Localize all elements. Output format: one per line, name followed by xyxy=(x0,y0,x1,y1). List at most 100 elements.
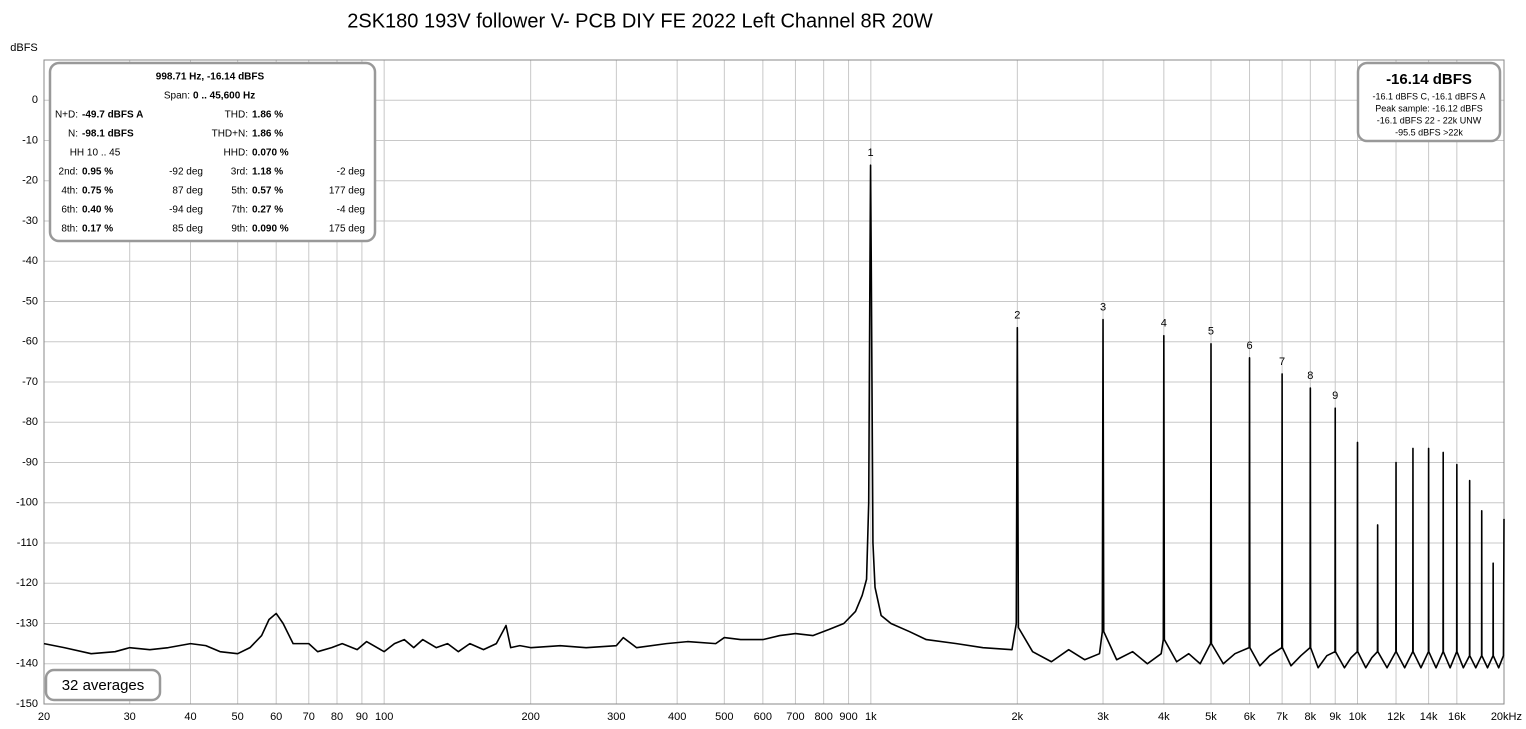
x-tick-label: 16k xyxy=(1448,711,1466,723)
metric-label: N+D: xyxy=(55,110,78,121)
peak-label: 9 xyxy=(1332,390,1338,402)
harmonic-phase: 87 deg xyxy=(172,186,203,197)
harmonic-value: 0.17 % xyxy=(82,224,113,235)
spectrum-line xyxy=(43,164,1505,669)
metric-value: -49.7 dBFS A xyxy=(82,110,143,121)
x-tick-label: 3k xyxy=(1097,711,1109,723)
x-tick-label: 400 xyxy=(668,711,686,723)
y-tick-label: 0 xyxy=(32,94,38,106)
metric-label: THD+N: xyxy=(212,129,248,140)
y-tick-label: -120 xyxy=(16,577,38,589)
harmonic-label: 8th: xyxy=(61,224,78,235)
x-tick-label: 50 xyxy=(232,711,244,723)
panel-box xyxy=(48,61,377,243)
x-tick-label: 600 xyxy=(754,711,772,723)
peak-label: 6 xyxy=(1246,340,1252,352)
x-tick-label: 4k xyxy=(1158,711,1170,723)
y-tick-label: -110 xyxy=(17,537,38,549)
harmonic-value: 0.27 % xyxy=(252,205,283,216)
averages-label: 32 averages xyxy=(62,677,145,694)
peak-label: 3 xyxy=(1100,302,1106,314)
x-tick-label: 200 xyxy=(521,711,539,723)
y-tick-label: -30 xyxy=(22,215,38,227)
harmonic-phase: -2 deg xyxy=(337,167,365,178)
harmonic-phase: 85 deg xyxy=(172,224,203,235)
x-tick-label: 8k xyxy=(1305,711,1317,723)
metric-label: THD: xyxy=(225,110,248,121)
y-tick-label: -150 xyxy=(16,698,38,710)
x-tick-label: 40 xyxy=(184,711,196,723)
harmonic-phase: -4 deg xyxy=(337,205,365,216)
level-line: Peak sample: -16.12 dBFS xyxy=(1375,103,1483,113)
y-tick-label: -10 xyxy=(22,134,38,146)
level-line: -95.5 dBFS >22k xyxy=(1395,127,1463,137)
level-readout: -16.14 dBFS xyxy=(1386,71,1472,88)
span-label: Span: xyxy=(164,91,190,102)
x-tick-label: 80 xyxy=(331,711,343,723)
harmonic-phase: 175 deg xyxy=(329,224,365,235)
peak-label: 8 xyxy=(1307,370,1313,382)
panel-box xyxy=(44,668,162,702)
y-tick-label: -60 xyxy=(22,336,38,348)
peak-label: 1 xyxy=(867,147,873,159)
plot-frame xyxy=(43,59,1505,705)
y-tick-label: -140 xyxy=(16,658,38,670)
metric-value: 1.86 % xyxy=(252,110,283,121)
span-value: 0 .. 45,600 Hz xyxy=(193,91,255,102)
x-tick-label: 14k xyxy=(1420,711,1438,723)
harmonic-value: 0.75 % xyxy=(82,186,113,197)
peak-label: 2 xyxy=(1014,310,1020,322)
y-tick-label: -70 xyxy=(22,376,38,388)
metric-label: HH 10 .. 45 xyxy=(70,148,121,159)
x-tick-label: 20kHz xyxy=(1491,711,1522,723)
harmonic-label: 3rd: xyxy=(231,167,248,178)
harmonic-value: 0.95 % xyxy=(82,167,113,178)
harmonic-label: 7th: xyxy=(231,205,248,216)
level-panel: -16.14 dBFS -16.1 dBFS C, -16.1 dBFS A P… xyxy=(1356,61,1502,143)
harmonic-phase: -92 deg xyxy=(169,167,203,178)
x-tick-label: 700 xyxy=(786,711,804,723)
level-line: -16.1 dBFS C, -16.1 dBFS A xyxy=(1372,91,1485,101)
harmonic-phase: -94 deg xyxy=(169,205,203,216)
metric-label: HHD: xyxy=(224,148,248,159)
chart-title: 2SK180 193V follower V- PCB DIY FE 2022 … xyxy=(347,10,933,32)
y-tick-label: -20 xyxy=(22,175,38,187)
harmonic-value: 0.57 % xyxy=(252,186,283,197)
x-tick-label: 9k xyxy=(1329,711,1341,723)
info-panel: 998.71 Hz, -16.14 dBFS Span: 0 .. 45,600… xyxy=(48,61,377,243)
harmonic-value: 0.090 % xyxy=(252,224,289,235)
y-tick-label: -100 xyxy=(16,497,38,509)
x-tick-label: 60 xyxy=(270,711,282,723)
harmonic-label: 6th: xyxy=(61,205,78,216)
harmonic-label: 4th: xyxy=(61,186,78,197)
y-tick-label: -80 xyxy=(22,416,38,428)
x-tick-label: 6k xyxy=(1244,711,1256,723)
peak-label: 4 xyxy=(1161,318,1167,330)
x-tick-label: 12k xyxy=(1387,711,1405,723)
metric-value: 1.86 % xyxy=(252,129,283,140)
cursor-readout: 998.71 Hz, -16.14 dBFS xyxy=(156,72,265,83)
peak-label: 5 xyxy=(1208,326,1214,338)
metric-value: -98.1 dBFS xyxy=(82,129,134,140)
x-tick-label: 300 xyxy=(607,711,625,723)
metric-label: N: xyxy=(68,129,78,140)
x-tick-label: 10k xyxy=(1349,711,1367,723)
x-tick-label: 1k xyxy=(865,711,877,723)
y-tick-label: -130 xyxy=(16,617,38,629)
x-tick-label: 100 xyxy=(375,711,393,723)
y-axis-label: dBFS xyxy=(10,42,38,54)
harmonic-label: 2nd: xyxy=(59,167,78,178)
x-tick-label: 900 xyxy=(839,711,857,723)
x-tick-label: 500 xyxy=(715,711,733,723)
x-tick-label: 30 xyxy=(124,711,136,723)
harmonic-value: 1.18 % xyxy=(252,167,283,178)
y-tick-label: -40 xyxy=(22,255,38,267)
x-tick-label: 800 xyxy=(814,711,832,723)
x-tick-label: 7k xyxy=(1276,711,1288,723)
x-tick-label: 20 xyxy=(38,711,50,723)
y-tick-label: -90 xyxy=(22,456,38,468)
harmonic-value: 0.40 % xyxy=(82,205,113,216)
x-tick-label: 2k xyxy=(1012,711,1024,723)
